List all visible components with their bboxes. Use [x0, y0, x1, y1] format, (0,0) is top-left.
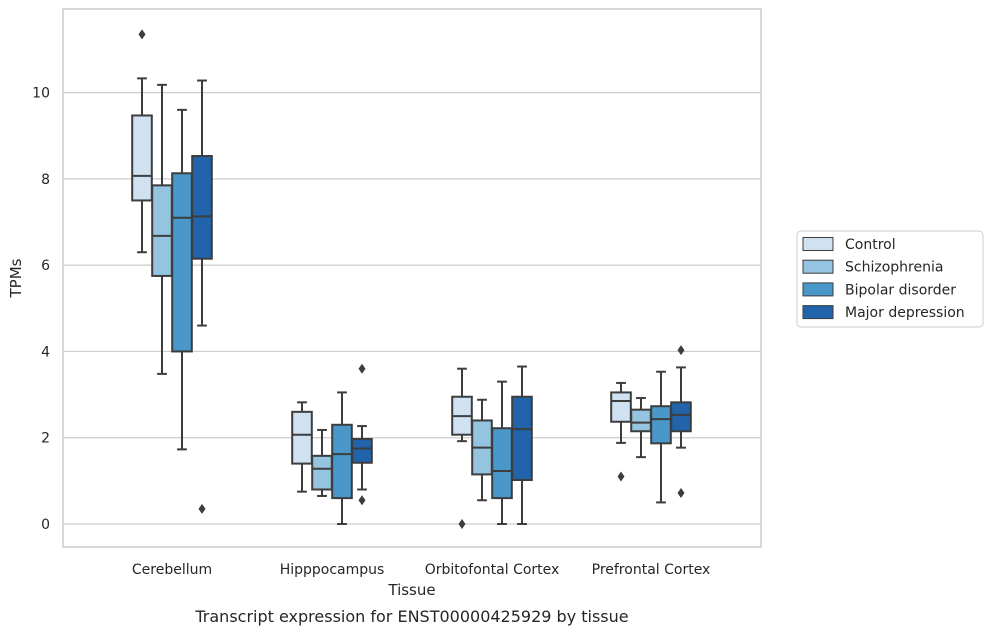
box-body	[351, 438, 373, 464]
box-body	[311, 454, 333, 491]
outlier-point	[677, 345, 685, 356]
box-body	[630, 408, 652, 433]
box-body	[191, 155, 213, 260]
x-tick-label: Hipppocampus	[280, 562, 385, 578]
box	[171, 108, 193, 451]
box-body	[511, 395, 533, 481]
box	[670, 345, 692, 498]
x-tick-labels: Cerebellum Hipppocampus Orbitofontal Corte…	[132, 562, 710, 578]
box	[610, 381, 632, 482]
y-tick-label: 0	[41, 517, 50, 533]
legend: Control Schizophrenia Bipolar disorder Majo…	[796, 230, 984, 328]
x-tick-label: Cerebellum	[132, 562, 212, 578]
outlier-point	[138, 29, 146, 40]
box	[650, 370, 672, 504]
box	[471, 398, 493, 502]
y-tick-label: 4	[41, 344, 50, 360]
box-body	[610, 391, 632, 423]
x-axis-label: Tissue	[387, 581, 435, 599]
box-body	[131, 114, 153, 202]
box	[311, 428, 333, 497]
box-body	[491, 427, 513, 500]
box	[191, 79, 213, 514]
outlier-point	[358, 363, 366, 374]
y-tick-label: 6	[41, 258, 50, 274]
legend-swatch	[802, 237, 834, 251]
legend-swatch	[802, 305, 834, 320]
box	[351, 363, 373, 506]
legend-swatch	[802, 259, 834, 274]
box-body	[171, 172, 193, 353]
box	[511, 365, 533, 525]
legend-label: Major depression	[845, 305, 965, 321]
box-body	[151, 184, 173, 277]
box	[151, 83, 173, 375]
box-body	[331, 423, 353, 500]
boxes	[131, 29, 692, 529]
y-tick-label: 10	[32, 86, 50, 102]
legend-frame	[796, 230, 984, 328]
chart-caption: Transcript expression for ENST0000042592…	[194, 607, 628, 626]
outlier-point	[358, 495, 366, 506]
box	[331, 391, 353, 525]
y-tick-label: 8	[41, 172, 50, 188]
box	[491, 380, 513, 525]
outlier-point	[617, 471, 625, 482]
x-tick-label: Prefrontal Cortex	[592, 562, 711, 578]
legend-swatch	[802, 282, 834, 297]
box-body	[650, 405, 672, 445]
legend-label: Bipolar disorder	[845, 282, 956, 298]
box	[291, 401, 313, 493]
legend-label: Control	[845, 237, 896, 253]
outlier-point	[458, 519, 466, 529]
x-tick-label: Orbitofontal Cortex	[425, 562, 560, 578]
y-axis-label: TPMs	[7, 258, 25, 298]
box-body	[670, 401, 692, 433]
outlier-point	[677, 487, 685, 498]
box-body	[291, 410, 313, 465]
plot-frame	[62, 8, 762, 548]
box	[630, 397, 652, 459]
outlier-point	[198, 503, 206, 514]
y-tick-labels: 0 2 4 6 8 10	[32, 86, 50, 533]
box	[131, 29, 153, 254]
box	[451, 367, 473, 529]
y-tick-label: 2	[41, 431, 50, 447]
grid-lines	[63, 91, 761, 525]
legend-label: Schizophrenia	[845, 260, 943, 276]
